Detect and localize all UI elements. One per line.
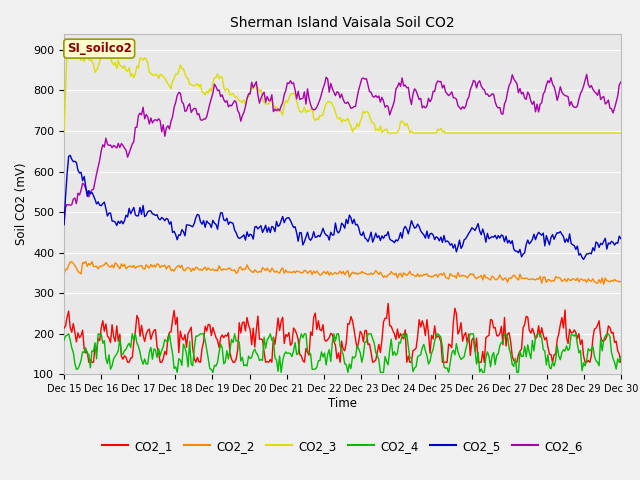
Text: SI_soilco2: SI_soilco2 [67, 42, 132, 55]
X-axis label: Time: Time [328, 397, 357, 410]
Legend: CO2_1, CO2_2, CO2_3, CO2_4, CO2_5, CO2_6: CO2_1, CO2_2, CO2_3, CO2_4, CO2_5, CO2_6 [97, 435, 588, 457]
Y-axis label: Soil CO2 (mV): Soil CO2 (mV) [15, 163, 28, 245]
Title: Sherman Island Vaisala Soil CO2: Sherman Island Vaisala Soil CO2 [230, 16, 454, 30]
